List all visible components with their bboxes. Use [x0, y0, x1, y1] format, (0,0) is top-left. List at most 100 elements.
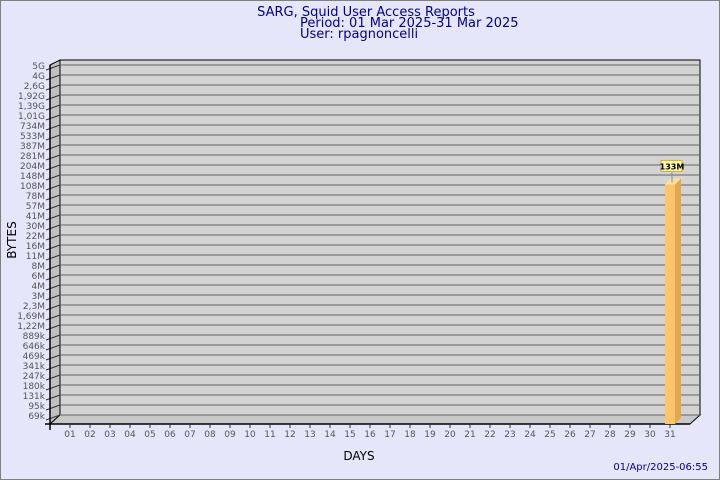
y-tick-label: 95k [28, 402, 45, 412]
x-tick-label: 03 [104, 430, 115, 440]
y-tick-label: 734M [20, 122, 45, 132]
y-tick [45, 174, 61, 181]
y-tick [45, 144, 61, 151]
y-tick [45, 194, 61, 201]
y-tick [45, 114, 61, 121]
x-tick-label: 27 [584, 430, 595, 440]
y-tick [45, 324, 61, 331]
y-tick [45, 94, 61, 101]
y-tick [45, 354, 61, 361]
y-tick [45, 234, 61, 241]
x-tick-label: 31 [664, 430, 675, 440]
y-tick-label: 2,6G [24, 82, 45, 92]
y-tick-label: 889k [23, 332, 46, 342]
timestamp: 01/Apr/2025-06:55 [613, 462, 708, 473]
x-tick-label: 29 [624, 430, 636, 440]
x-tick-label: 21 [464, 430, 475, 440]
bar-front [665, 184, 675, 424]
y-tick [45, 364, 61, 371]
y-tick [45, 204, 61, 211]
y-tick-label: 16M [26, 242, 45, 252]
y-tick-label: 108M [20, 182, 45, 192]
y-tick-label: 1,92G [18, 92, 45, 102]
x-tick-label: 18 [404, 430, 416, 440]
x-tick-label: 24 [524, 430, 536, 440]
y-tick [45, 374, 61, 381]
x-tick-label: 11 [264, 430, 275, 440]
y-tick [45, 394, 61, 401]
x-tick-label: 23 [504, 430, 515, 440]
y-tick-label: 41M [26, 212, 45, 222]
bar-side [675, 178, 681, 424]
y-tick-label: 204M [20, 162, 45, 172]
y-tick-label: 1,22M [17, 322, 45, 332]
x-tick-label: 26 [564, 430, 576, 440]
y-tick [45, 264, 61, 271]
y-tick [45, 274, 61, 281]
x-tick-label: 04 [124, 430, 136, 440]
y-tick-label: 6M [32, 272, 46, 282]
y-tick-label: 2,3M [23, 302, 45, 312]
plot-side-wall [49, 59, 61, 426]
y-tick-label: 533M [20, 132, 45, 142]
x-tick-label: 10 [244, 430, 256, 440]
y-tick-label: 148M [20, 172, 45, 182]
y-tick-label: 281M [20, 152, 45, 162]
x-tick-label: 28 [604, 430, 616, 440]
y-tick [45, 64, 61, 71]
chart-user: User: rpagnoncelli [300, 27, 418, 42]
x-tick-label: 14 [324, 430, 336, 440]
chart-period: Period: 01 Mar 2025-31 Mar 2025 [300, 16, 519, 31]
y-tick [45, 414, 61, 421]
x-axis-label: DAYS [343, 449, 374, 463]
x-tick-label: 30 [644, 430, 656, 440]
x-tick-label: 01 [64, 430, 75, 440]
chart-title: SARG, Squid User Access Reports [257, 5, 475, 20]
y-tick [45, 294, 61, 301]
y-tick [45, 154, 61, 161]
y-tick-label: 1,39G [18, 102, 45, 112]
x-tick-label: 19 [424, 430, 436, 440]
y-tick-label: 341k [23, 362, 46, 372]
x-tick-label: 05 [144, 430, 155, 440]
x-tick-label: 22 [484, 430, 495, 440]
y-tick [45, 244, 61, 251]
y-tick-label: 57M [26, 202, 45, 212]
x-tick-label: 09 [224, 430, 236, 440]
y-tick-label: 22M [26, 232, 45, 242]
y-tick [45, 84, 61, 91]
x-tick-label: 12 [284, 430, 295, 440]
x-tick-label: 07 [184, 430, 195, 440]
y-tick [45, 304, 61, 311]
bar-top [665, 178, 681, 185]
y-tick-label: 11M [26, 252, 45, 262]
x-tick-label: 02 [84, 430, 95, 440]
y-tick [45, 284, 61, 291]
y-tick-label: 4G [32, 72, 45, 82]
x-tick-label: 15 [344, 430, 355, 440]
y-tick-label: 646k [23, 342, 46, 352]
y-tick [45, 214, 61, 221]
y-tick-label: 180k [23, 382, 46, 392]
y-tick [45, 124, 61, 131]
y-tick [45, 254, 61, 261]
x-tick-label: 08 [204, 430, 216, 440]
x-tick-label: 16 [364, 430, 376, 440]
plot-back-wall [59, 59, 701, 416]
y-tick [45, 184, 61, 191]
y-tick-label: 1,01G [18, 112, 45, 122]
x-tick-label: 06 [164, 430, 176, 440]
y-tick-label: 8M [32, 262, 46, 272]
y-tick-label: 247k [23, 372, 46, 382]
y-tick-label: 5G [32, 62, 45, 72]
y-tick-label: 4M [32, 282, 46, 292]
y-tick-label: 131k [23, 392, 46, 402]
x-tick-label: 17 [384, 430, 395, 440]
y-tick [45, 344, 61, 351]
y-tick [45, 404, 61, 411]
plot-floor [48, 414, 702, 425]
y-axis-label: BYTES [5, 221, 19, 258]
y-tick-label: 469k [23, 352, 46, 362]
y-tick [45, 334, 61, 341]
